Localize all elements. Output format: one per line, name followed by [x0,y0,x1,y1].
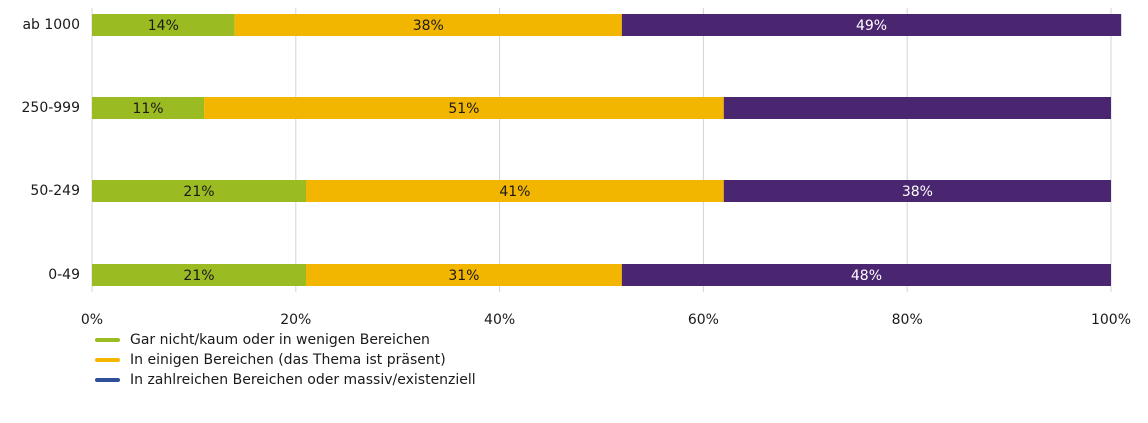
legend-label: In einigen Bereichen (das Thema ist präs… [130,352,446,368]
bar-segment [92,97,205,119]
data-label: 14% [148,18,179,34]
data-label: 31% [448,268,479,284]
bar-segment [723,97,1111,119]
y-tick-label: 250-999 [22,100,81,116]
x-tick-label: 60% [688,312,719,328]
data-label: 49% [856,18,887,34]
legend-label: In zahlreichen Bereichen oder massiv/exi… [130,372,476,388]
y-tick-label: 50-249 [30,183,80,199]
data-label: 38% [902,184,933,200]
x-tick-label: 0% [81,312,103,328]
bar-segment [92,180,306,202]
data-label: 51% [448,101,479,117]
x-tick-label: 100% [1091,312,1131,328]
data-label: 11% [132,101,163,117]
y-tick-label: ab 1000 [22,17,80,33]
data-label: 41% [499,184,530,200]
bar-segment [234,14,622,36]
data-label: 48% [851,268,882,284]
bar-segment [204,97,724,119]
bar-segment [305,264,622,286]
data-label: 21% [183,268,214,284]
bar-segment [92,264,306,286]
bar-segment [723,180,1111,202]
legend-label: Gar nicht/kaum oder in wenigen Bereichen [130,332,430,348]
bar-segment [621,14,1122,36]
bar-segment [92,14,235,36]
bar-segment [305,180,724,202]
x-tick-label: 20% [280,312,311,328]
data-label: 38% [413,18,444,34]
bar-segment [621,264,1111,286]
y-tick-label: 0-49 [48,267,80,283]
x-tick-label: 40% [484,312,515,328]
x-tick-label: 80% [892,312,923,328]
data-label: 21% [183,184,214,200]
